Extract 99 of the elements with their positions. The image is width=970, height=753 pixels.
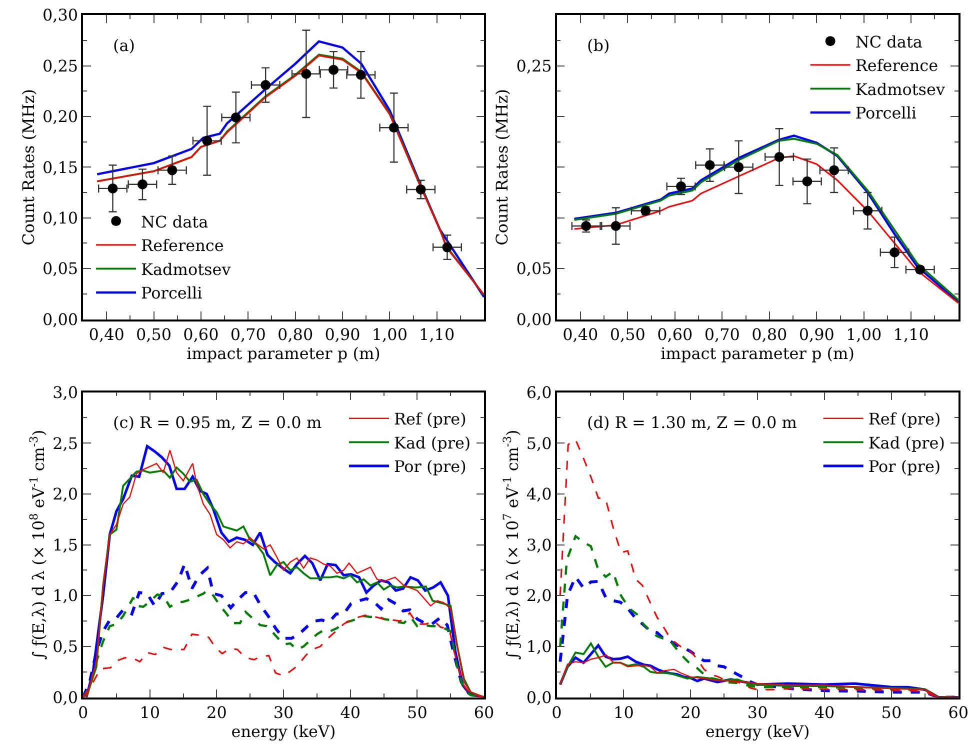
x-tick-label: 0: [78, 703, 88, 722]
x-tick-label: 60: [474, 703, 494, 722]
x-tick-label: 0,50: [136, 325, 172, 344]
legend-label: Por (pre): [394, 457, 466, 476]
point: [137, 179, 148, 190]
point: [829, 165, 840, 176]
legend-label: Porcelli: [141, 284, 202, 303]
y-tick-label: 0,00: [516, 310, 552, 329]
point: [416, 184, 426, 194]
point: [356, 70, 366, 80]
legend-label: Reference: [141, 236, 224, 256]
legend-label: Kadmotsev: [855, 80, 946, 99]
x-tick-label: 40: [340, 703, 361, 722]
y-tick-label: 2,0: [52, 484, 78, 504]
point: [260, 80, 271, 90]
x-axis-title: impact parameter p (m): [186, 344, 380, 364]
point: [301, 68, 312, 79]
y-tick-label: 0,5: [52, 637, 78, 656]
point: [202, 136, 212, 146]
text: (a): [113, 36, 136, 55]
x-tick-label: 10: [614, 703, 634, 722]
x-tick-label: 0,80: [752, 325, 788, 344]
y-tick-label: 0,05: [42, 259, 78, 278]
point: [328, 64, 339, 75]
x-tick-label: 0,60: [183, 325, 219, 344]
x-tick-label: 0,40: [562, 325, 598, 344]
x-tick-label: 1,00: [846, 325, 882, 344]
x-tick-label: 20: [680, 703, 701, 722]
point: [704, 160, 715, 170]
x-axis-title: energy (keV): [705, 722, 810, 742]
x-tick-label: 1,10: [419, 325, 455, 344]
legend-label: NC data: [855, 32, 923, 52]
x-tick-label: 0,90: [798, 325, 834, 344]
legend-label: Kadmotsev: [141, 260, 231, 279]
y-tick-label: 5,0: [526, 434, 552, 453]
y-tick-label: 0,0: [52, 688, 78, 707]
point: [676, 181, 686, 192]
y-tick-label: 3,0: [526, 535, 552, 554]
y-tick-label: 1,0: [52, 586, 78, 606]
y-tick-label: 0,25: [42, 56, 78, 76]
y-axis-title: Count Rates (MHz): [492, 88, 512, 246]
point: [230, 112, 241, 122]
legend-label: Kad (pre): [394, 433, 471, 452]
y-tick-label: 0,10: [42, 208, 78, 228]
point: [802, 176, 812, 186]
x-tick-label: 50: [407, 703, 428, 722]
point: [167, 165, 178, 176]
text: (c) R = 0.95 m, Z = 0.0 m: [113, 413, 322, 432]
y-tick-label: 2,5: [52, 434, 78, 453]
y-tick-label: 3,0: [52, 382, 78, 402]
text: (d) R = 1.30 m, Z = 0.0 m: [587, 413, 797, 432]
x-tick-label: 0,40: [88, 325, 124, 344]
legend-label: Ref (pre): [394, 410, 466, 429]
point: [442, 242, 452, 252]
point: [108, 183, 118, 194]
y-tick-label: 1,5: [52, 535, 78, 554]
legend-label: Ref (pre): [868, 410, 941, 429]
point: [862, 206, 873, 216]
x-tick-label: 10: [140, 703, 160, 722]
point: [890, 247, 900, 258]
legend-label: Reference: [855, 56, 938, 76]
point: [774, 152, 784, 162]
x-tick-label: 60: [948, 703, 969, 722]
x-tick-label: 0,90: [324, 325, 360, 344]
text: (b): [587, 36, 610, 55]
y-tick-label: 0,30: [42, 6, 78, 25]
point: [734, 162, 744, 172]
x-tick-label: 0,60: [657, 325, 693, 344]
x-tick-label: 30: [747, 703, 768, 722]
y-tick-label: 0,00: [42, 310, 78, 329]
y-tick-label: 6,0: [526, 382, 552, 402]
legend-label: Porcelli: [855, 104, 917, 123]
y-tick-label: 0,20: [42, 107, 78, 126]
legend-label: Kad (pre): [868, 433, 945, 452]
x-tick-label: 0,80: [278, 325, 314, 344]
x-tick-label: 0: [552, 703, 562, 722]
y-tick-label: 0,15: [42, 158, 78, 177]
y-tick-label: 0,0: [526, 688, 552, 707]
x-tick-label: 0,70: [230, 325, 266, 344]
y-axis-title: Count Rates (MHz): [18, 88, 38, 246]
legend-label: NC data: [141, 212, 209, 232]
legend-label: Por (pre): [868, 457, 941, 476]
y-tick-label: 1,0: [526, 637, 552, 656]
x-tick-label: 1,00: [372, 325, 408, 344]
y-tick-label: 2,0: [526, 586, 552, 606]
x-tick-label: 0,70: [704, 325, 740, 344]
x-tick-label: 40: [814, 703, 835, 722]
y-tick-label: 0,25: [516, 56, 552, 76]
x-tick-label: 50: [881, 703, 902, 722]
x-axis-title: impact parameter p (m): [660, 344, 854, 364]
point: [610, 220, 621, 231]
point: [388, 122, 399, 133]
x-tick-label: 1,10: [893, 325, 929, 344]
y-tick-label: 4,0: [526, 484, 552, 504]
x-tick-label: 20: [206, 703, 227, 722]
y-tick-label: 0,05: [516, 259, 552, 278]
x-axis-title: energy (keV): [231, 722, 336, 742]
x-tick-label: 30: [273, 703, 294, 722]
x-tick-label: 0,50: [610, 325, 646, 344]
